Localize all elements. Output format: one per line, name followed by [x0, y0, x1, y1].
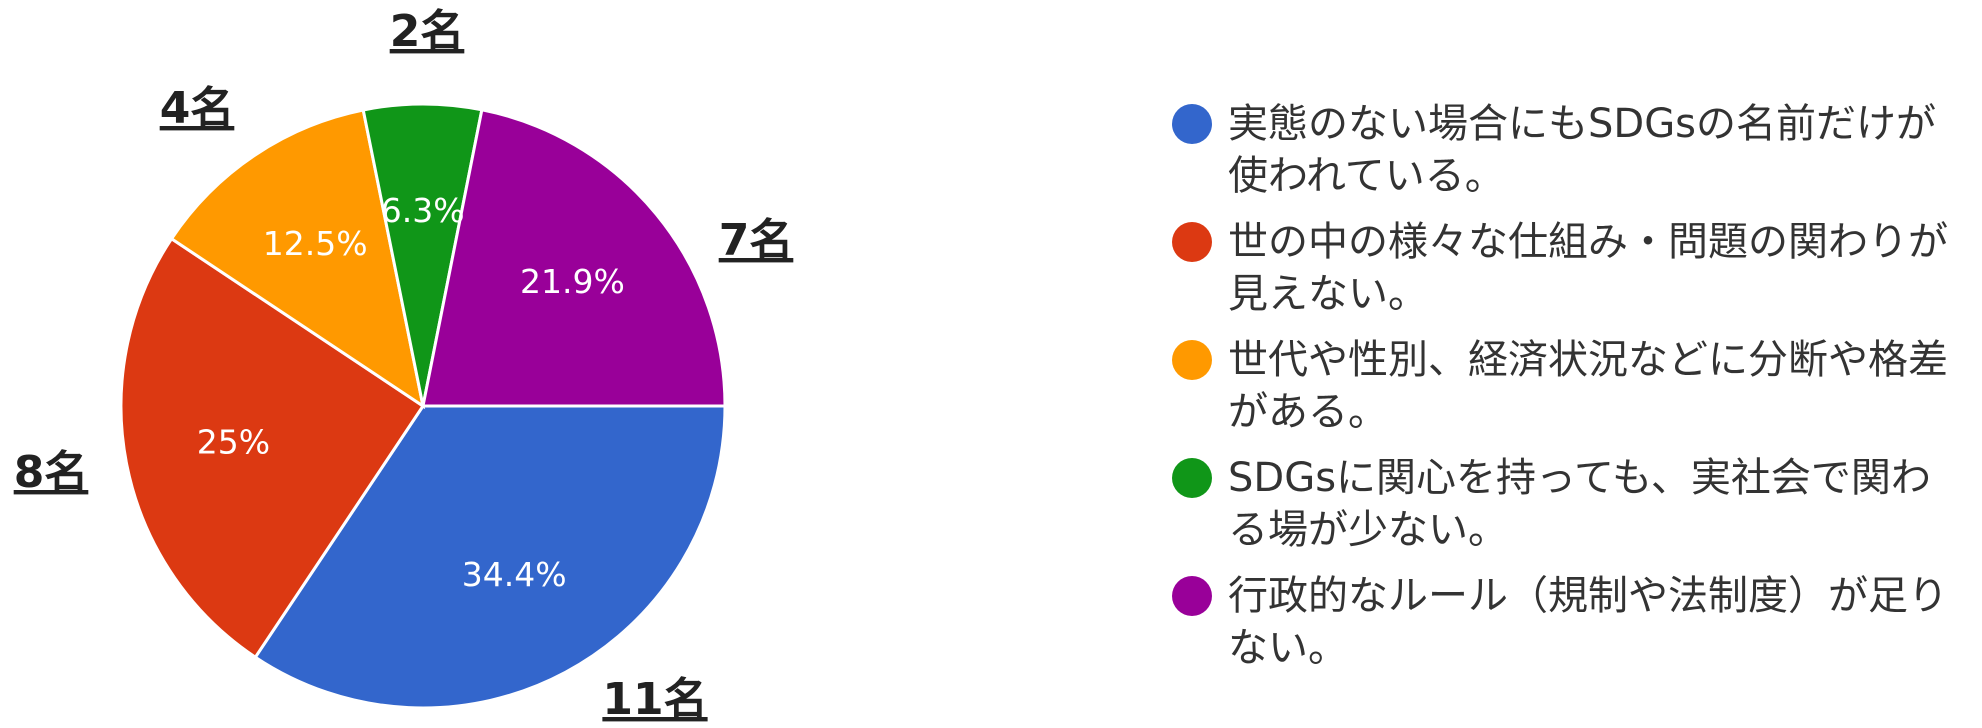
- legend-swatch: [1172, 222, 1212, 262]
- legend: 実態のない場合にもSDGsの名前だけが使われている。 世の中の様々な仕組み・問題の…: [1172, 98, 1953, 674]
- legend-label: 世代や性別、経済状況などに分断や格差がある。: [1228, 337, 1948, 435]
- count-label: 7名: [719, 215, 794, 266]
- legend-label: 行政的なルール（規制や法制度）が足りない。: [1228, 573, 1948, 671]
- data-label: 12.5%: [263, 224, 368, 263]
- legend-label: 世の中の様々な仕組み・問題の関わりが見えない。: [1228, 219, 1948, 317]
- legend-swatch: [1172, 104, 1212, 144]
- count-label: 11名: [602, 674, 707, 725]
- legend-swatch: [1172, 458, 1212, 498]
- legend-label: SDGsに関心を持っても、実社会で関わる場が少ない。: [1228, 455, 1931, 553]
- legend-swatch: [1172, 576, 1212, 616]
- legend-label: 実態のない場合にもSDGsの名前だけが使われている。: [1228, 101, 1937, 199]
- count-label: 8名: [14, 447, 89, 498]
- pie-slice: [361, 102, 484, 407]
- data-label: 25%: [197, 422, 270, 461]
- data-label: 34.4%: [462, 555, 567, 594]
- legend-item: SDGsに関心を持っても、実社会で関わる場が少ない。: [1172, 452, 1953, 556]
- pie-slice: [169, 108, 426, 410]
- legend-item: 世の中の様々な仕組み・問題の関わりが見えない。: [1172, 216, 1953, 320]
- count-label: 2名: [390, 6, 465, 57]
- legend-item: 行政的なルール（規制や法制度）が足りない。: [1172, 570, 1953, 674]
- pie-slice: [421, 108, 727, 408]
- legend-item: 世代や性別、経済状況などに分断や格差がある。: [1172, 334, 1953, 438]
- legend-item: 実態のない場合にもSDGsの名前だけが使われている。: [1172, 98, 1953, 202]
- pie-slice: [119, 236, 426, 660]
- data-label: 6.3%: [381, 191, 465, 230]
- count-label: 4名: [160, 83, 235, 134]
- legend-swatch: [1172, 340, 1212, 380]
- data-label: 21.9%: [520, 262, 625, 301]
